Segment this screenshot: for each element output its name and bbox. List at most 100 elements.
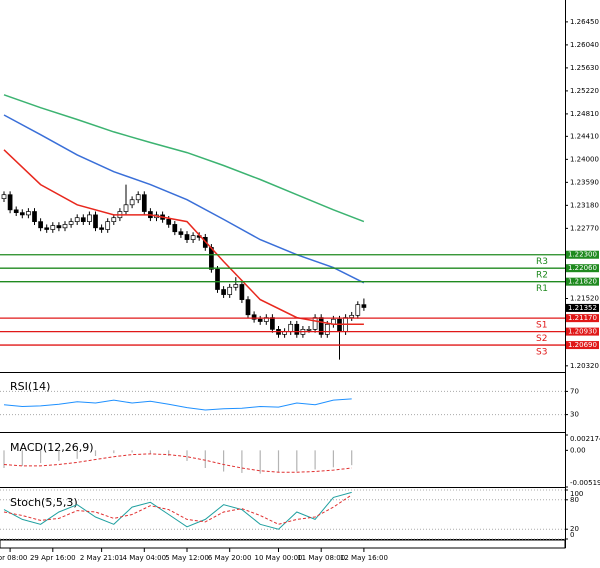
candle-body: [7, 194, 13, 211]
y-tick-label: 1.25220: [570, 87, 599, 95]
candle-body: [239, 284, 245, 300]
candle-body: [257, 318, 263, 322]
x-tick-label: 10 May 00:00: [254, 554, 302, 562]
candle-body: [245, 299, 251, 316]
pivot-label-bg: [566, 250, 599, 259]
x-tick-label: 2 May 21:01: [80, 554, 124, 562]
candle-body: [215, 268, 220, 290]
candle-body: [1, 194, 7, 199]
candle-body: [166, 219, 172, 225]
histogram-bar: [296, 450, 298, 472]
candle-body: [99, 227, 104, 230]
y-tick-label: 0.002174: [570, 435, 600, 443]
candle-body: [105, 221, 111, 230]
candle-body: [80, 217, 86, 222]
histogram-bar: [204, 450, 206, 469]
indicator-line: [3, 398, 352, 411]
candle-body: [123, 204, 129, 212]
candle-body: [26, 211, 31, 216]
histogram-bar: [3, 450, 5, 469]
pivot-name: R3: [536, 257, 548, 267]
y-tick-label: 1.21520: [570, 294, 599, 302]
candle-body: [233, 284, 239, 288]
histogram-bar: [259, 450, 261, 474]
x-tick-label: 5 May 12:00: [165, 554, 209, 562]
indicator-line: [3, 453, 352, 473]
x-tick-label: 4 May 04:00: [123, 554, 167, 562]
candle-body: [129, 199, 135, 206]
current-price-bg: [566, 303, 599, 312]
histogram-bar: [332, 450, 334, 468]
candle-body: [337, 318, 342, 332]
candle-body: [93, 214, 98, 229]
x-tick-label: 12 May 16:00: [340, 554, 388, 562]
candle-body: [62, 224, 68, 229]
candle-body: [38, 221, 43, 229]
candle-body: [294, 323, 300, 335]
candle-body: [87, 214, 92, 222]
candle-body: [50, 225, 56, 230]
candle-body: [13, 209, 19, 214]
x-tick-label: Apr 08:00: [0, 554, 27, 562]
moving-average: [3, 149, 364, 326]
histogram-bar: [149, 450, 151, 454]
candle-body: [135, 194, 141, 201]
candle-body: [44, 227, 50, 230]
y-tick-label: 70: [570, 387, 579, 395]
pivot-label-bg: [566, 314, 599, 323]
y-tick-label: 1.26040: [570, 41, 599, 49]
y-tick-label: 100: [570, 490, 583, 498]
histogram-bar: [241, 450, 243, 473]
candle-body: [172, 224, 178, 233]
candle-body: [306, 329, 312, 331]
candle-body: [270, 317, 275, 330]
candle-body: [221, 289, 226, 295]
histogram-bar: [186, 450, 188, 461]
candle-body: [227, 286, 233, 295]
pivot-label-bg: [566, 341, 599, 350]
empty-panel: [0, 539, 566, 549]
pivot-label: 1.22300: [568, 251, 597, 259]
candle-body: [349, 314, 355, 318]
histogram-bar: [94, 450, 97, 456]
histogram-bar: [351, 450, 353, 466]
histogram-bar: [76, 450, 78, 459]
x-tick-label: 6 May 20:00: [208, 554, 252, 562]
y-tick-label: 20: [570, 525, 579, 533]
candle-body: [312, 317, 318, 330]
histogram-bar: [113, 450, 115, 454]
histogram-bar: [58, 450, 60, 461]
candle-body: [288, 323, 294, 332]
pivot-label: 1.21170: [568, 314, 597, 322]
pivot-label-bg: [566, 277, 599, 286]
pivot-label: 1.20690: [568, 341, 597, 349]
y-tick-label: 1.24810: [570, 110, 599, 118]
histogram-bar: [168, 450, 170, 456]
y-tick-label: 1.20320: [570, 362, 599, 370]
candle-body: [355, 304, 361, 316]
pivot-name: R2: [536, 271, 548, 281]
candle-body: [178, 231, 184, 235]
panel-title: Stoch(5,5,3): [10, 496, 78, 509]
y-tick-label: 80: [570, 496, 579, 504]
y-tick-label: 1.25630: [570, 64, 599, 72]
candle-body: [19, 212, 25, 216]
pivot-name: S3: [536, 348, 547, 358]
y-tick-label: 1.23180: [570, 201, 599, 209]
moving-average: [3, 94, 365, 223]
candle-body: [324, 323, 330, 335]
y-tick-label: 30: [570, 411, 579, 419]
y-tick-label: 1.23590: [570, 178, 599, 186]
candle-body: [68, 221, 74, 225]
pivot-label-bg: [566, 327, 599, 336]
candle-body: [32, 211, 37, 222]
pivot-name: R1: [536, 284, 548, 294]
candle-body: [74, 217, 80, 222]
current-price-label: 1.21352: [568, 304, 597, 312]
y-tick-label: 1.24410: [570, 132, 599, 140]
pivot-label: 1.22060: [568, 264, 597, 272]
pivot-label: 1.21820: [568, 278, 597, 286]
candle-body: [184, 234, 190, 240]
